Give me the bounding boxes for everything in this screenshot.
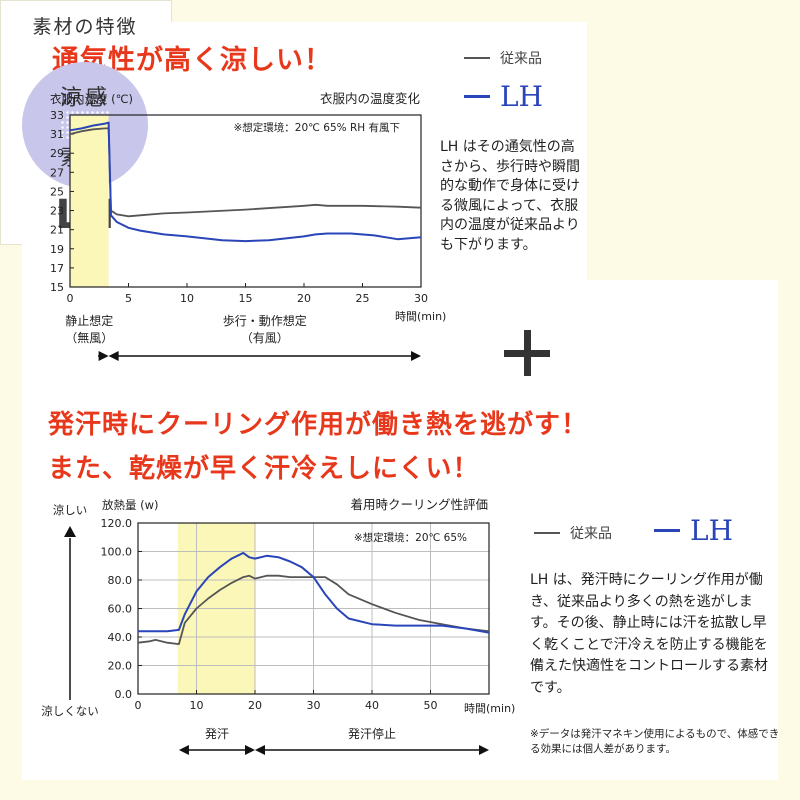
condition-note: ※想定環境：20℃ 65% RH 有風下 — [234, 121, 401, 134]
feature-title: 素材の特徴 — [32, 16, 138, 38]
footnote: ※データは発汗マネキン使用によるもので、体感できる効果には個人差があります。 — [530, 728, 780, 755]
y-axis-label: 放熱量 (w) — [102, 498, 159, 512]
chart2-description: LH は、発汗時にクーリング作用が働き、従来品より多くの熱を逃がします。その後、… — [530, 572, 768, 696]
plot-frame — [69, 114, 422, 288]
axis-bottom-label: 涼しくない — [41, 704, 99, 718]
phase-arrow-head — [108, 351, 119, 361]
x-tick-label: 0 — [135, 699, 142, 712]
chart-title: 着用時クーリング性評価 — [350, 497, 488, 512]
phase-label: 歩行・動作想定 — [223, 313, 307, 328]
x-axis-label: 時間(min) — [464, 702, 515, 715]
y-tick-label: 33 — [50, 109, 64, 122]
y-tick-label: 21 — [50, 224, 64, 237]
y-tick-label: 19 — [50, 243, 64, 256]
legend-conventional-1: 従来品 — [464, 48, 542, 68]
x-tick-label: 15 — [239, 292, 253, 305]
y-tick-label: 120.0 — [101, 517, 133, 530]
bottom-panel — [22, 280, 778, 780]
phase-arrow-head — [255, 745, 265, 755]
y-tick-label: 15 — [50, 281, 64, 294]
phase-label: 発汗停止 — [348, 726, 396, 741]
legend-label-lh: LH — [690, 514, 734, 547]
y-tick-label: 29 — [50, 147, 64, 160]
series-line-lh — [69, 121, 422, 243]
condition-note: ※想定環境：20℃ 65% — [354, 531, 467, 544]
y-tick-label: 25 — [50, 185, 64, 198]
y-tick-label: 27 — [50, 166, 64, 179]
legend-line-conventional — [464, 57, 490, 59]
x-tick-label: 5 — [125, 292, 132, 305]
y-tick-label: 60.0 — [108, 603, 133, 616]
phase-arrow-head — [245, 745, 255, 755]
chart1-description: LH はその通気性の高さから、歩行時や瞬間的な動作で身体に受ける微風によって、衣… — [440, 139, 580, 253]
legend-conventional-2: 従来品 — [534, 523, 612, 543]
y-tick-label: 31 — [50, 128, 64, 141]
legend-label-conventional: 従来品 — [570, 526, 612, 542]
x-tick-label: 50 — [424, 699, 438, 712]
phase-arrow-head — [411, 351, 421, 361]
x-axis-label: 時間(min) — [395, 310, 446, 323]
x-tick-label: 20 — [248, 699, 262, 712]
phase-arrow-head — [98, 351, 109, 361]
series-line-conventional — [137, 574, 490, 645]
x-tick-label: 30 — [414, 292, 428, 305]
x-tick-label: 30 — [307, 699, 321, 712]
legend-label-conventional: 従来品 — [500, 51, 542, 67]
phase-arrow-head — [479, 745, 489, 755]
y-tick-label: 17 — [50, 262, 64, 275]
chart-title: 衣服内の温度変化 — [320, 91, 421, 106]
headline-cooling-line2: また、乾燥が早く汗冷えしにくい！ — [48, 454, 480, 484]
y-tick-label: 20.0 — [108, 660, 133, 673]
headline-cooling-line1: 発汗時にクーリング作用が働き熱を逃がす！ — [48, 410, 589, 440]
plus-icon — [504, 330, 550, 376]
legend-lh-2: LH — [654, 514, 733, 547]
y-tick-label: 100.0 — [101, 546, 133, 559]
x-tick-label: 10 — [180, 292, 194, 305]
y-tick-label: 40.0 — [108, 631, 133, 644]
y-tick-label: 23 — [50, 205, 64, 218]
feature-circle-line1: 涼感 — [59, 86, 110, 111]
legend-label-lh: LH — [500, 80, 544, 113]
x-tick-label: 20 — [297, 292, 311, 305]
y-tick-label: 80.0 — [108, 574, 133, 587]
legend-lh-1: LH — [464, 80, 543, 113]
series-line-conventional — [69, 127, 422, 218]
x-tick-label: 0 — [67, 292, 74, 305]
legend-line-lh — [464, 95, 490, 98]
x-tick-label: 40 — [365, 699, 379, 712]
axis-top-label: 涼しい — [53, 503, 88, 517]
phase-sublabel: （無風） — [65, 330, 113, 345]
y-tick-label: 0.0 — [115, 688, 133, 701]
y-axis-label: 衣服内温度 (℃) — [50, 92, 133, 106]
phase-label: 発汗 — [205, 727, 229, 741]
phase-sublabel: （有風） — [241, 331, 289, 345]
x-tick-label: 10 — [190, 699, 204, 712]
x-tick-label: 25 — [356, 292, 370, 305]
legend-line-conventional — [534, 532, 560, 534]
phase-arrow-head — [178, 745, 189, 755]
series-line-lh — [138, 551, 490, 634]
phase-label: 静止想定 — [65, 313, 113, 328]
highlight-band — [70, 115, 109, 287]
cool-axis-arrow — [64, 526, 76, 537]
legend-line-lh — [654, 529, 680, 532]
